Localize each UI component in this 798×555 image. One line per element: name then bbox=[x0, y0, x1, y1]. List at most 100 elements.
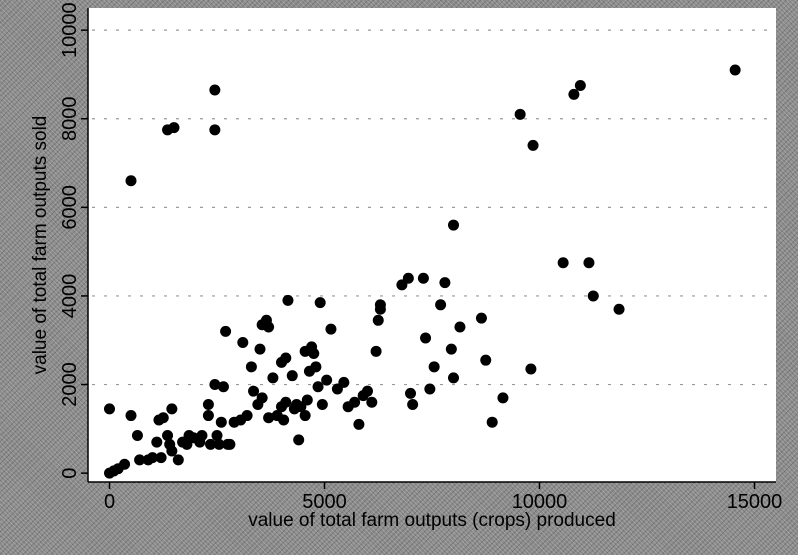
data-point-14 bbox=[162, 429, 174, 441]
data-point-11 bbox=[155, 452, 167, 464]
data-point-95 bbox=[439, 277, 451, 289]
data-point-25 bbox=[202, 410, 214, 422]
data-point-111 bbox=[568, 88, 580, 100]
data-point-114 bbox=[125, 175, 137, 187]
data-point-67 bbox=[308, 348, 320, 360]
data-point-26 bbox=[202, 398, 214, 410]
data-point-57 bbox=[286, 370, 298, 382]
data-point-35 bbox=[224, 438, 236, 450]
data-point-7 bbox=[134, 454, 146, 466]
data-point-87 bbox=[402, 272, 414, 284]
x-tick-label-0: 0 bbox=[104, 491, 115, 513]
y-tick-label-2: 4000 bbox=[59, 274, 81, 319]
y-tick-label-3: 6000 bbox=[59, 185, 81, 230]
y-axis-title: value of total farm outputs sold bbox=[30, 116, 51, 375]
data-point-27 bbox=[205, 438, 217, 450]
data-point-80 bbox=[362, 385, 373, 397]
data-point-90 bbox=[417, 272, 429, 284]
gridlines bbox=[92, 29, 772, 386]
x-tick-label-2: 10000 bbox=[512, 491, 568, 513]
data-point-103 bbox=[525, 363, 537, 375]
data-point-81 bbox=[366, 396, 378, 408]
data-point-49 bbox=[267, 372, 279, 384]
data-point-102 bbox=[497, 392, 509, 404]
data-point-29 bbox=[211, 429, 223, 441]
data-point-112 bbox=[574, 80, 586, 92]
data-point-110 bbox=[527, 139, 539, 151]
data-point-77 bbox=[349, 396, 361, 408]
data-point-82 bbox=[370, 345, 382, 357]
data-point-73 bbox=[325, 323, 337, 335]
data-point-71 bbox=[316, 398, 328, 410]
data-point-101 bbox=[486, 416, 498, 428]
data-point-89 bbox=[407, 398, 419, 410]
data-point-105 bbox=[557, 257, 569, 269]
data-point-78 bbox=[353, 418, 365, 430]
data-point-107 bbox=[587, 290, 599, 302]
data-point-70 bbox=[314, 297, 326, 309]
data-point-54 bbox=[280, 352, 292, 364]
data-point-83 bbox=[372, 314, 384, 326]
plot-area bbox=[88, 8, 776, 482]
data-point-43 bbox=[254, 343, 266, 355]
axes: 0 2000 4000 6000 8000 10000 0 5000 10000 15000 bbox=[59, 2, 782, 513]
data-point-39 bbox=[241, 410, 253, 422]
data-point-118 bbox=[209, 124, 221, 136]
data-point-5 bbox=[125, 410, 137, 422]
x-tick-label-3: 15000 bbox=[727, 491, 783, 513]
data-point-97 bbox=[448, 372, 459, 384]
data-point-64 bbox=[301, 394, 313, 406]
data-point-109 bbox=[514, 108, 526, 120]
data-point-6 bbox=[131, 429, 143, 441]
data-point-56 bbox=[282, 294, 294, 306]
data-point-32 bbox=[217, 381, 229, 393]
data-point-108 bbox=[613, 303, 625, 315]
data-point-113 bbox=[729, 64, 741, 76]
data-point-106 bbox=[583, 257, 595, 269]
data-point-28 bbox=[209, 379, 221, 391]
data-point-69 bbox=[312, 381, 324, 393]
x-axis-title: value of total farm outputs (crops) prod… bbox=[248, 510, 616, 531]
data-point-31 bbox=[215, 416, 227, 428]
data-point-9 bbox=[147, 452, 158, 464]
data-point-17 bbox=[166, 403, 178, 415]
data-point-116 bbox=[168, 122, 180, 134]
data-point-41 bbox=[248, 385, 260, 397]
y-tick-label-1: 2000 bbox=[59, 362, 81, 407]
data-point-60 bbox=[293, 434, 305, 446]
data-point-85 bbox=[374, 299, 386, 311]
data-point-4 bbox=[104, 403, 115, 415]
data-point-24 bbox=[196, 429, 208, 441]
data-point-13 bbox=[157, 412, 169, 424]
y-tick-label-0: 0 bbox=[59, 468, 81, 479]
data-point-99 bbox=[475, 312, 487, 324]
data-point-96 bbox=[445, 343, 457, 355]
data-point-30 bbox=[213, 438, 225, 450]
data-point-44 bbox=[256, 392, 268, 404]
data-point-75 bbox=[338, 376, 350, 388]
data-point-68 bbox=[310, 361, 322, 373]
data-point-72 bbox=[321, 374, 333, 386]
data-point-104 bbox=[448, 219, 459, 231]
x-tick-label-1: 5000 bbox=[302, 491, 347, 513]
data-point-98 bbox=[454, 321, 466, 333]
data-point-3 bbox=[119, 458, 131, 470]
data-point-93 bbox=[428, 361, 440, 373]
data-point-117 bbox=[209, 84, 221, 96]
data-point-91 bbox=[420, 332, 432, 344]
data-point-10 bbox=[151, 436, 163, 448]
y-tick-label-4: 8000 bbox=[59, 96, 81, 141]
data-point-92 bbox=[424, 383, 436, 395]
y-tick-label-5: 10000 bbox=[59, 2, 81, 58]
data-point-40 bbox=[245, 361, 257, 373]
data-point-55 bbox=[280, 396, 292, 408]
data-point-53 bbox=[278, 414, 290, 426]
data-points bbox=[104, 64, 741, 479]
data-point-38 bbox=[237, 336, 249, 348]
data-point-88 bbox=[405, 387, 416, 399]
data-point-94 bbox=[435, 299, 447, 311]
data-point-100 bbox=[480, 354, 492, 366]
data-point-48 bbox=[263, 412, 275, 424]
data-point-33 bbox=[220, 325, 232, 337]
